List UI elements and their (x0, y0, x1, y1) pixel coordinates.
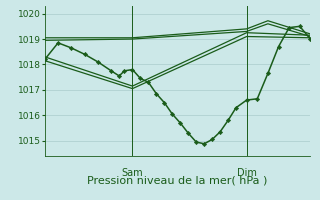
Text: Dim: Dim (237, 168, 257, 178)
X-axis label: Pression niveau de la mer( hPa ): Pression niveau de la mer( hPa ) (87, 175, 268, 185)
Text: Sam: Sam (122, 168, 143, 178)
